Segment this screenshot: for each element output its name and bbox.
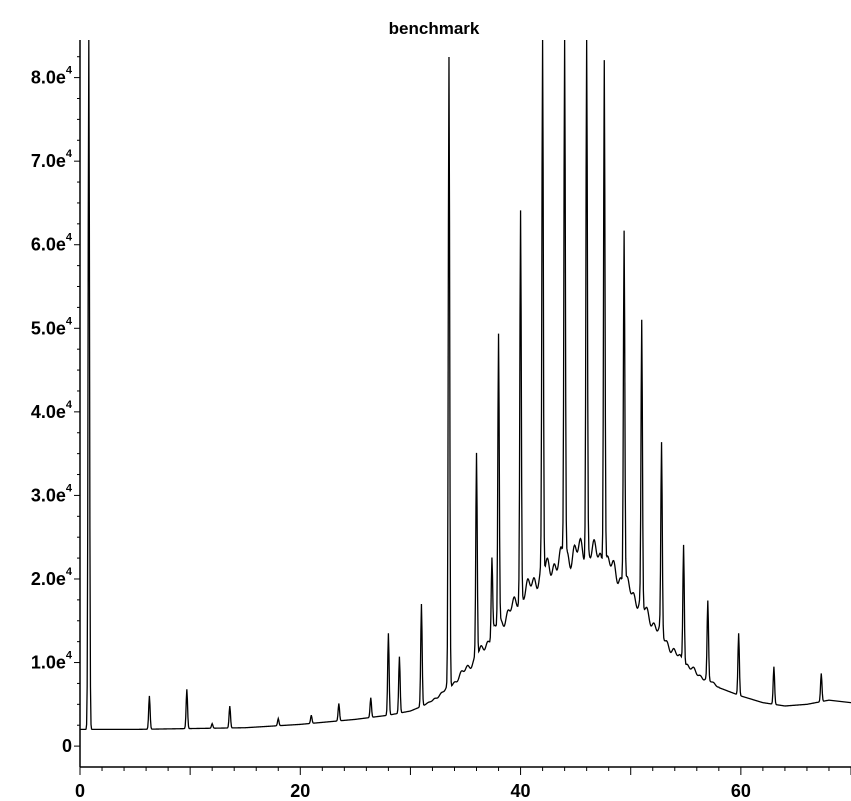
x-tick-label: 0: [75, 781, 85, 801]
y-axis-ticks: [74, 56, 80, 747]
y-tick-exponent: 4: [66, 650, 73, 662]
x-axis-tick-labels: 0 20 40 60: [75, 781, 751, 801]
chromatogram-trace: [80, 39, 851, 731]
y-tick-exponent: 4: [66, 148, 73, 160]
y-tick-label: 5.0e4: [31, 315, 73, 338]
y-tick-label: 2.0e4: [31, 566, 73, 589]
y-tick-label: 1.0e4: [31, 650, 73, 673]
y-tick-label: 6.0e4: [31, 232, 73, 255]
y-axis-tick-labels: 0 1.0e4 2.0e4 3.0e4 4.0e4 5.0e4 6.0e4 7.0e4 8.0e…: [31, 65, 73, 757]
y-tick-exponent: 4: [66, 399, 73, 411]
y-tick-label: 4.0e4: [31, 399, 73, 422]
y-tick-exponent: 4: [66, 232, 73, 244]
y-tick-exponent: 4: [66, 65, 73, 77]
y-tick-label: 3.0e4: [31, 482, 73, 505]
y-tick-label: 0: [62, 736, 72, 756]
x-tick-label: 20: [290, 781, 310, 801]
y-tick-exponent: 4: [66, 482, 73, 494]
y-tick-exponent: 4: [66, 315, 73, 327]
y-tick-label: 8.0e4: [31, 65, 73, 88]
y-tick-exponent: 4: [66, 566, 73, 578]
x-tick-label: 60: [731, 781, 751, 801]
y-tick-label: 7.0e4: [31, 148, 73, 171]
chart-title: benchmark: [389, 19, 480, 38]
x-tick-label: 40: [511, 781, 531, 801]
x-axis-ticks: [79, 767, 851, 775]
